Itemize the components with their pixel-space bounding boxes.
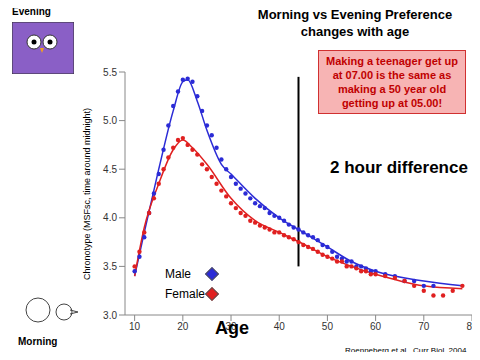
- svg-text:4.0: 4.0: [103, 212, 117, 223]
- html-text:Chronotype (MSFsc, time around: Chronotype (MSFsc, time around midnight): [82, 108, 92, 280]
- svg-text:4.5: 4.5: [103, 164, 117, 175]
- html-text:Making a teenager get up at 07: Making a teenager get up at 07.00 is the…: [326, 55, 458, 109]
- html-text:Evening: Evening: [12, 6, 51, 17]
- svg-text:5.0: 5.0: [103, 115, 117, 126]
- svg-text:50: 50: [322, 321, 334, 332]
- html-text:Roenneberg et al., Curr Biol,: Roenneberg et al., Curr Biol, 2004: [345, 346, 467, 355]
- html-text:2 hour difference: 2 hour difference: [330, 158, 468, 177]
- html-text:Female: Female: [165, 287, 205, 301]
- svg-text:5.5: 5.5: [103, 67, 117, 78]
- svg-text:3.0: 3.0: [103, 310, 117, 321]
- svg-text:20: 20: [177, 321, 189, 332]
- html-text:Morning: Morning: [18, 336, 58, 347]
- svg-text:70: 70: [418, 321, 430, 332]
- svg-text:10: 10: [129, 321, 141, 332]
- svg-text:60: 60: [370, 321, 382, 332]
- html-text:Age: Age: [215, 318, 249, 338]
- svg-text:40: 40: [274, 321, 286, 332]
- html-text:Male: Male: [165, 267, 191, 281]
- html-text:Morning vs Evening Preference: Morning vs Evening Preference changes wi…: [257, 7, 453, 39]
- svg-text:3.5: 3.5: [103, 261, 117, 272]
- svg-text:80: 80: [466, 321, 472, 332]
